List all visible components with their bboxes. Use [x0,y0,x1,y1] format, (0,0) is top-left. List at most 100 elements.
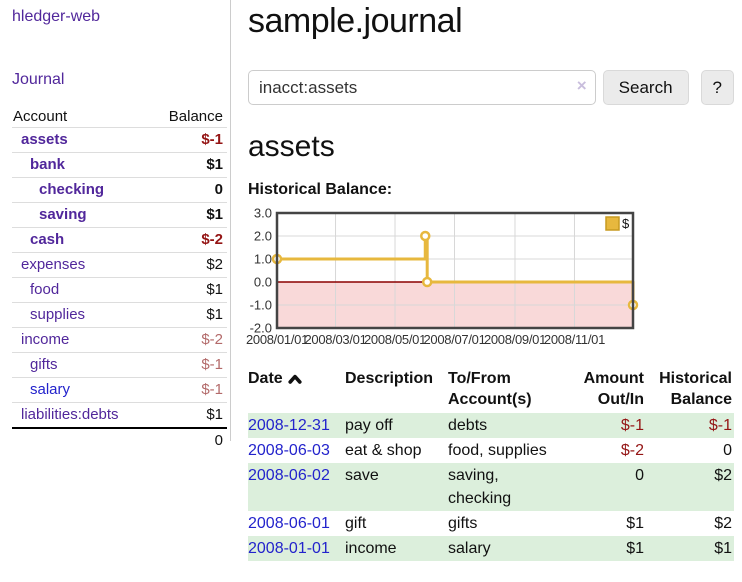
account-balance: $-2 [151,327,227,353]
account-link[interactable]: saving [39,206,87,223]
chart-svg: 3.0 2.0 1.0 0.0 -1.0 -2.02008/01/012008/03/01… [246,206,639,347]
main-content: sample.journal × Search ? assets Histori… [232,0,742,562]
svg-text:2008/11/01: 2008/11/01 [544,332,605,347]
amount-column-header: Amount Out/In [583,370,644,409]
svg-text:1.0: 1.0 [254,252,272,267]
svg-text:2008/01/01: 2008/01/01 [246,332,308,347]
sidebar: hledger-web Journal Account Balance asse… [0,0,231,453]
register-row: 2008-01-01 income salary $1 $1 [248,536,734,562]
transaction-description: income [345,536,448,562]
account-row: supplies $1 [12,302,227,328]
transaction-date-link[interactable]: 2008-06-02 [248,467,330,485]
register-table-body: 2008-12-31 pay off debts $-1 $-1 2008-06-03 ea… [248,413,734,562]
transaction-accounts: food, supplies [448,442,547,460]
transaction-amount: 0 [560,463,646,512]
svg-text:2008/03/01: 2008/03/01 [304,332,366,347]
account-row: food $1 [12,277,227,303]
register-row: 2008-06-03 eat & shop food, supplies $-2 0 [248,438,734,463]
account-balance: 0 [151,177,227,203]
svg-text:2008/05/01: 2008/05/01 [364,332,426,347]
sort-ascending-icon [288,374,302,384]
register-table: Date Description To/From Account(s) Amoun… [248,367,734,562]
svg-text:2.0: 2.0 [254,229,272,244]
register-row: 2008-06-02 save saving, checking 0 $2 [248,463,734,512]
account-balance: $-1 [151,352,227,378]
help-button[interactable]: ? [700,70,734,106]
account-balance: $-1 [151,127,227,153]
svg-text:-2.0: -2.0 [250,321,272,336]
chart-title: Historical Balance: [248,181,393,199]
transaction-balance: 0 [723,442,732,460]
svg-text:2008/09/01: 2008/09/01 [484,332,546,347]
svg-text:3.0: 3.0 [254,206,272,221]
account-row: salary $-1 [12,377,227,403]
account-balance-table: Account Balance assets $-1 bank $1 checking 0… [12,106,227,453]
transaction-balance: $2 [714,515,732,533]
app-brand-link[interactable]: hledger-web [12,8,101,25]
account-link[interactable]: gifts [30,356,58,373]
account-balance: $2 [151,252,227,278]
account-row: expenses $2 [12,252,227,278]
transaction-balance: $2 [646,463,734,512]
account-balance: $1 [151,302,227,328]
account-balance: $-2 [151,227,227,253]
svg-text:2008/07/01: 2008/07/01 [423,332,485,347]
svg-text:$: $ [622,216,630,231]
svg-text:-1.0: -1.0 [250,298,272,313]
account-column-header: Account [13,108,68,125]
transaction-amount: $-1 [560,413,646,439]
account-heading: assets [248,130,335,164]
page-title: sample.journal [248,2,463,40]
clear-search-icon[interactable]: × [576,76,587,96]
balance-column-header: Balance [168,108,223,125]
register-row: 2008-12-31 pay off debts $-1 $-1 [248,413,734,439]
transaction-date-link[interactable]: 2008-06-03 [248,442,330,460]
account-balance: $1 [151,402,227,428]
account-link[interactable]: salary [30,381,71,398]
accounts-total-row: 0 [12,427,227,453]
account-link[interactable]: liabilities:debts [21,406,119,423]
transaction-amount: $-2 [620,442,644,460]
account-link[interactable]: income [21,331,70,348]
register-row: 2008-06-01 gift gifts $1 $2 [248,511,734,536]
account-row: gifts $-1 [12,352,227,378]
transaction-accounts: debts [448,413,560,439]
transaction-date-link[interactable]: 2008-01-01 [248,540,330,558]
account-link[interactable]: cash [30,231,65,248]
account-link[interactable]: assets [21,131,68,148]
account-balance: $1 [151,202,227,228]
account-link[interactable]: expenses [21,256,86,273]
account-link[interactable]: supplies [30,306,86,323]
tofrom-column-header: To/From Account(s) [448,370,532,409]
transaction-balance: $-1 [646,413,734,439]
account-row: checking 0 [12,177,227,203]
search-bar: × Search ? [248,70,734,106]
transaction-date-link[interactable]: 2008-06-01 [248,515,330,533]
account-row: saving $1 [12,202,227,228]
transaction-description: eat & shop [345,442,422,460]
search-button[interactable]: Search [602,70,689,106]
transaction-date-link[interactable]: 2008-12-31 [248,417,330,435]
search-input[interactable] [248,70,596,106]
account-balance: $1 [151,152,227,178]
historical-balance-column-header: Historical Balance [659,370,732,409]
transaction-description: save [345,463,448,512]
account-balance: $1 [151,277,227,303]
account-link[interactable]: food [30,281,60,298]
transaction-accounts: saving, checking [448,463,560,512]
transaction-amount: $1 [626,515,644,533]
account-row: cash $-2 [12,227,227,253]
account-row: bank $1 [12,152,227,178]
sidebar-item-journal[interactable]: Journal [12,71,65,88]
transaction-balance: $1 [646,536,734,562]
account-link[interactable]: checking [39,181,105,198]
account-link[interactable]: bank [30,156,66,173]
date-column-header[interactable]: Date [248,367,345,413]
account-balance: $-1 [151,377,227,403]
account-row: assets $-1 [12,127,227,153]
transaction-description: gift [345,515,367,533]
historical-balance-chart[interactable]: 3.0 2.0 1.0 0.0 -1.0 -2.0 2008/01/01 2008/03/01… [245,206,734,350]
transaction-accounts: gifts [448,515,478,533]
account-row: liabilities:debts $1 [12,402,227,428]
transaction-description: pay off [345,413,448,439]
